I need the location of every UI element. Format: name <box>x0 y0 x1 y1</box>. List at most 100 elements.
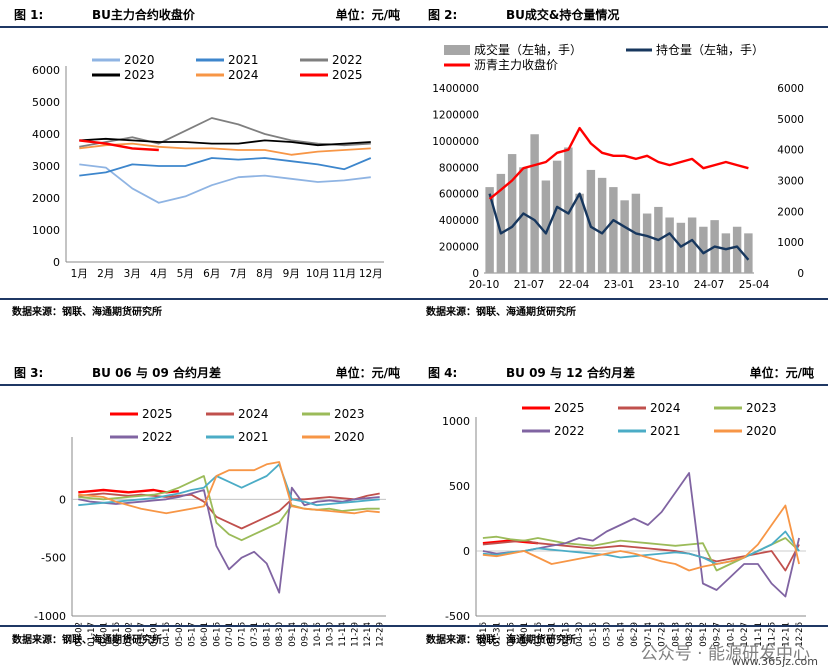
x-tick-label: 07-31 <box>250 622 260 647</box>
volume-bar <box>575 193 584 273</box>
legend-label-2024: 2024 <box>238 407 269 421</box>
y-right-tick-label: 0 <box>797 268 804 280</box>
source-note: 数据来源：钢联、海通期货研究所 <box>12 635 162 646</box>
chart-4: -500 0 500 1000 01-16 01-31 02-15 03-01 03-16 03-… <box>442 401 806 647</box>
x-tick-label: 12-26 <box>795 622 805 647</box>
x-tick-label: 04-16 <box>162 622 172 647</box>
y-left-tick-label: 1200000 <box>432 109 479 121</box>
y-left-tick-label: 800000 <box>439 162 479 174</box>
x-tick-label: 3月 <box>124 268 141 280</box>
legend-label-2020: 2020 <box>334 430 365 444</box>
volume-bar <box>564 147 573 273</box>
series-line-2020 <box>79 163 371 204</box>
x-tick-label: 25-04 <box>739 279 770 291</box>
y-right-tick-label: 3000 <box>777 176 804 188</box>
series-line-2020 <box>482 504 800 572</box>
x-tick-label: 01-16 <box>479 622 489 647</box>
volume-bar <box>609 187 618 273</box>
series-line-2025 <box>78 488 179 494</box>
panel-header: 图 4: BU 09 与 12 合约月差 单位：元/吨 <box>414 358 828 386</box>
series-line-2024 <box>79 142 371 156</box>
x-tick-label: 12月 <box>359 268 383 280</box>
y-tick-label: 0 <box>53 256 60 269</box>
chart-title: BU 06 与 09 合约月差 <box>92 366 222 380</box>
legend-label-2023: 2023 <box>334 407 365 421</box>
divider <box>414 625 828 627</box>
volume-bar <box>597 177 607 273</box>
y-right-tick-label: 5000 <box>777 114 804 126</box>
x-tick-label: 20-10 <box>469 279 500 291</box>
series-line-2023 <box>78 475 380 542</box>
x-tick-label: 02-01 <box>99 622 109 647</box>
volume-bar <box>676 222 686 273</box>
x-tick-label: 04-01 <box>150 622 160 647</box>
volume-bar <box>541 180 551 273</box>
x-tick-label: 04-15 <box>561 622 571 647</box>
legend-label-2022: 2022 <box>554 424 585 438</box>
x-tick-label: 1月 <box>71 268 88 280</box>
x-tick-label: 03-01 <box>520 622 530 647</box>
volume-bar <box>586 169 596 273</box>
x-tick-label: 11-14 <box>338 622 348 647</box>
x-tick-label: 11月 <box>332 268 356 280</box>
y-tick-label: 3000 <box>32 160 60 173</box>
x-tick-label: 06-01 <box>200 622 210 647</box>
legend-label-close-price: 沥青主力收盘价 <box>474 57 558 72</box>
x-tick-label: 23-01 <box>604 279 635 291</box>
x-tick-label: 9月 <box>283 268 300 280</box>
volume-bar <box>620 200 629 273</box>
y-left-tick-label: 600000 <box>439 189 479 201</box>
y-left-tick-label: 400000 <box>439 215 479 227</box>
figure-number: 图 3: <box>14 366 44 380</box>
volume-bar <box>665 217 674 273</box>
volume-bar <box>732 226 742 273</box>
y-right-tick-label: 1000 <box>777 237 804 249</box>
x-tick-label: 07-16 <box>238 622 248 647</box>
x-tick-label: 24-07 <box>694 279 725 291</box>
x-tick-label: 10-15 <box>313 622 323 647</box>
volume-bar <box>721 233 731 273</box>
x-tick-label: 10-12 <box>726 622 736 647</box>
unit-label: 单位：元/吨 <box>335 366 400 380</box>
legend-label-volume: 成交量（左轴，手） <box>474 42 582 57</box>
y-tick-label: 4000 <box>32 128 60 141</box>
x-tick-label: 09-14 <box>288 622 298 647</box>
x-tick-label: 01-31 <box>493 622 503 647</box>
x-tick-label: 05-02 <box>175 622 185 647</box>
y-left-tick-label: 0 <box>472 268 479 280</box>
figure-number: 图 2: <box>428 8 458 22</box>
legend-label-2022: 2022 <box>332 53 363 67</box>
y-tick-label: 0 <box>59 493 66 506</box>
y-right-tick-label: 6000 <box>777 83 804 95</box>
volume-bar <box>485 187 494 273</box>
series-line-2021 <box>78 463 380 507</box>
x-tick-label: 09-29 <box>300 622 310 647</box>
series-line-close-price <box>488 126 749 200</box>
legend-label-2021: 2021 <box>238 430 269 444</box>
y-tick-label: -500 <box>445 610 470 623</box>
x-tick-label: 06-29 <box>630 622 640 647</box>
x-tick-label: 07-14 <box>644 622 654 647</box>
y-left-tick-label: 200000 <box>439 242 479 254</box>
series-line-2022 <box>78 486 380 594</box>
volume-bar <box>519 167 528 273</box>
x-tick-label: 03-02 <box>125 622 135 647</box>
panel-4: 图 4: BU 09 与 12 合约月差 单位：元/吨 -500 0 500 1000… <box>414 358 828 666</box>
volume-bar <box>744 233 753 273</box>
chart-title: BU成交&持仓量情况 <box>506 8 620 22</box>
legend-label-2024: 2024 <box>228 68 259 82</box>
x-tick-label: 05-30 <box>603 622 613 647</box>
x-tick-label: 09-27 <box>713 622 723 647</box>
legend-label-2021: 2021 <box>228 53 259 67</box>
x-tick-label: 05-15 <box>589 622 599 647</box>
y-tick-label: 1000 <box>32 224 60 237</box>
x-tick-label: 03-31 <box>548 622 558 647</box>
x-tick-label: 07-01 <box>225 622 235 647</box>
x-tick-label: 01-17 <box>87 622 97 647</box>
watermark-url: www.365jz.com <box>731 655 818 668</box>
x-tick-label: 23-10 <box>649 279 680 291</box>
x-tick-label: 12-29 <box>376 622 386 647</box>
y-tick-label: 500 <box>449 480 470 493</box>
figure-number: 图 4: <box>428 366 458 380</box>
legend-label-2024: 2024 <box>650 401 681 415</box>
